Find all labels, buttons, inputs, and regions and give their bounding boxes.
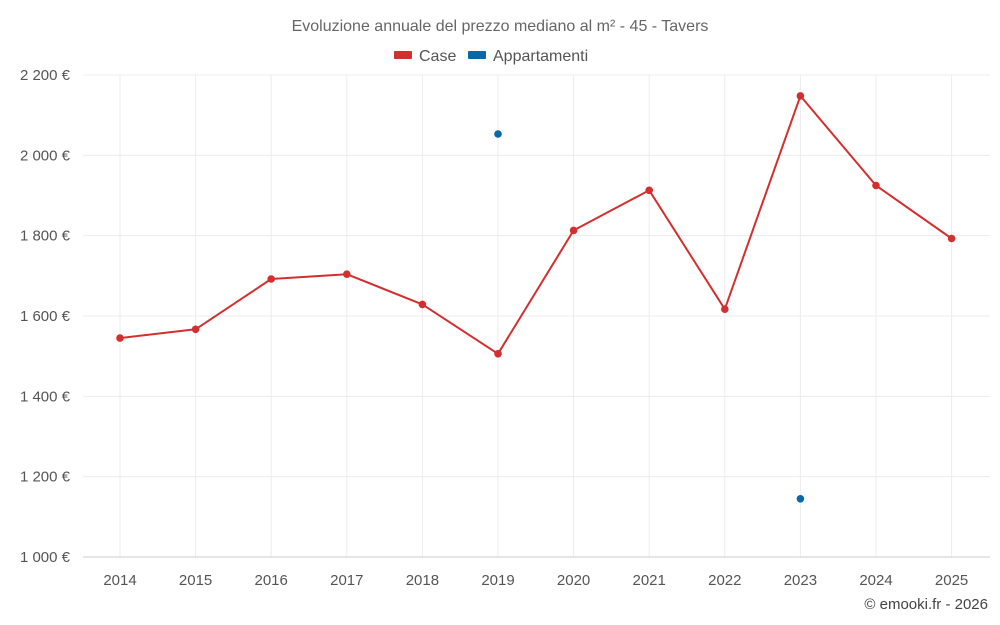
x-tick-label: 2023: [784, 572, 817, 589]
y-tick-label: 1 600 €: [20, 308, 71, 325]
x-tick-label: 2024: [859, 572, 892, 589]
x-tick-label: 2021: [633, 572, 666, 589]
y-tick-label: 2 200 €: [20, 67, 71, 84]
x-axis: 2014 2015 2016 2017 2018 2019 2020 2021 2022 2023…: [83, 556, 990, 589]
legend-item-case[interactable]: Case: [394, 48, 456, 65]
data-point-case-2017[interactable]: Case 2017: 1704 €: [343, 270, 351, 279]
legend-label-appartamenti: Appartamenti: [493, 48, 588, 65]
data-point-case-2016[interactable]: Case 2016: 1692 €: [267, 275, 276, 283]
credit-text: © emooki.fr - 2026: [864, 596, 988, 613]
x-tick-label: 2019: [481, 572, 514, 589]
data-point-case-2014[interactable]: Case 2014: 1545 €: [116, 334, 124, 342]
legend-swatch-appartamenti: [468, 51, 486, 59]
legend-swatch-case: [394, 51, 412, 59]
plot-area: Case 2014: 1545 € Case 2015: 1567 € Case 2…: [116, 92, 956, 503]
legend: Case Appartamenti: [394, 48, 588, 65]
y-axis: 1 000 € 1 200 € 1 400 € 1 600 € 1 800 € 2 000…: [20, 67, 71, 566]
y-tick-label: 1 000 €: [20, 549, 71, 566]
data-point-case-2023[interactable]: Case 2023: 2148 €: [796, 92, 805, 100]
legend-label-case: Case: [419, 48, 456, 65]
data-point-case-2018[interactable]: Case 2018: 1629 €: [418, 300, 427, 309]
x-tick-label: 2022: [708, 572, 741, 589]
x-tick-label: 2017: [330, 572, 363, 589]
series-appartamenti: Appartamenti 2019: 2053 € Appartamenti 20…: [494, 130, 805, 503]
chart-title: Evoluzione annuale del prezzo mediano al…: [292, 18, 709, 35]
data-point-case-2021[interactable]: Case 2021: 1913 €: [645, 186, 653, 195]
y-tick-label: 1 400 €: [20, 388, 71, 405]
x-tick-label: 2018: [406, 572, 439, 589]
data-point-appartamenti-2023[interactable]: Appartamenti 2023: 1145 €: [796, 495, 805, 503]
data-point-case-2022[interactable]: Case 2022: 1617 €: [721, 305, 729, 314]
data-point-appartamenti-2019[interactable]: Appartamenti 2019: 2053 €: [494, 130, 502, 138]
data-point-case-2020[interactable]: Case 2020: 1813 €: [569, 226, 578, 235]
legend-item-appartamenti[interactable]: Appartamenti: [468, 48, 588, 65]
x-tick-label: 2025: [935, 572, 968, 589]
series-line-case: [119, 94, 953, 355]
x-tick-label: 2015: [179, 572, 212, 589]
data-point-case-2019[interactable]: Case 2019: 1506 €: [494, 350, 502, 358]
x-tick-label: 2014: [103, 572, 136, 589]
data-point-case-2024[interactable]: Case 2024: 1925 €: [872, 181, 880, 190]
data-point-case-2025[interactable]: Case 2025: 1793 €: [947, 234, 956, 243]
y-tick-label: 1 200 €: [20, 469, 71, 486]
y-tick-label: 1 800 €: [20, 228, 71, 245]
y-tick-label: 2 000 €: [20, 147, 71, 164]
x-tick-label: 2020: [557, 572, 590, 589]
grid: [83, 74, 990, 557]
data-point-case-2015[interactable]: Case 2015: 1567 €: [191, 325, 200, 334]
x-tick-label: 2016: [255, 572, 288, 589]
series-case: Case 2014: 1545 € Case 2015: 1567 € Case 2…: [116, 92, 956, 358]
